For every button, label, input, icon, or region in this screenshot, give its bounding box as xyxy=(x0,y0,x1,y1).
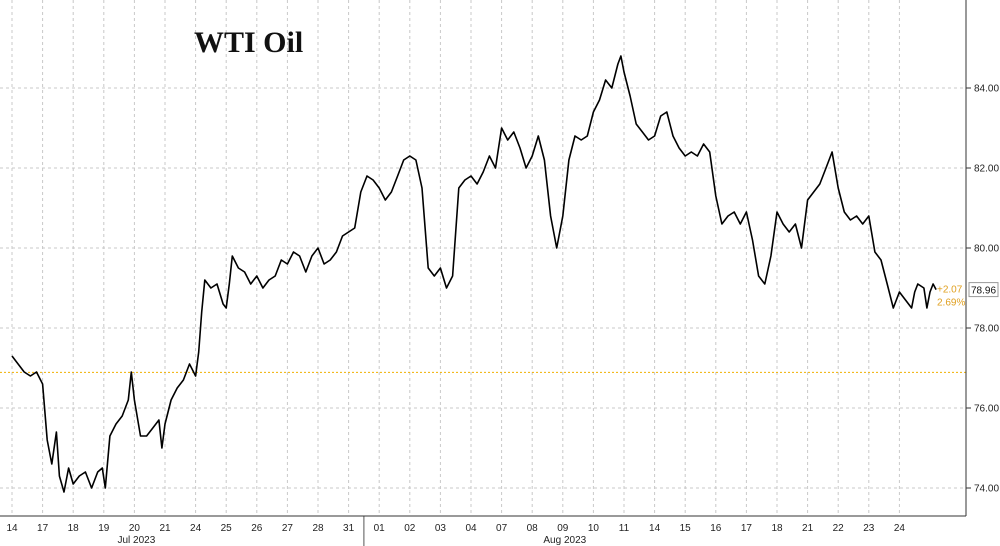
x-tick-label: 17 xyxy=(37,523,49,534)
x-tick-label: 04 xyxy=(465,523,477,534)
last-value-box xyxy=(968,282,999,298)
x-tick-label: 31 xyxy=(343,523,355,534)
x-tick-label: 08 xyxy=(527,523,539,534)
x-tick-label: 14 xyxy=(649,523,661,534)
x-tick-label: 25 xyxy=(221,523,233,534)
y-tick-label: 74.00 xyxy=(974,484,999,495)
x-tick-label: 27 xyxy=(282,523,294,534)
x-month-label: Aug 2023 xyxy=(543,535,586,546)
chart-title: WTI Oil xyxy=(194,26,303,59)
x-tick-label: 18 xyxy=(68,523,80,534)
x-tick-label: 07 xyxy=(496,523,508,534)
x-tick-label: 11 xyxy=(619,523,630,534)
price-line xyxy=(11,55,937,493)
x-tick-label: 02 xyxy=(404,523,416,534)
y-tick-label: 84.00 xyxy=(974,84,999,95)
grid xyxy=(0,0,966,516)
x-tick-label: 20 xyxy=(129,523,141,534)
x-tick-label: 26 xyxy=(251,523,263,534)
x-tick-label: 10 xyxy=(588,523,600,534)
x-tick-label: 28 xyxy=(312,523,324,534)
axes xyxy=(0,0,971,546)
x-tick-label: 01 xyxy=(374,523,386,534)
x-axis-ticks: 14 17 18 19 20 21 24 25 26 27 28 31 01 02 03 04 07 08 09 10… xyxy=(6,523,905,546)
x-tick-label: 21 xyxy=(802,523,814,534)
x-tick-label: 09 xyxy=(557,523,569,534)
x-tick-label: 24 xyxy=(894,523,906,534)
change-pct-label: 2.69% xyxy=(937,298,965,309)
x-tick-label: 03 xyxy=(435,523,447,534)
x-month-label: Jul 2023 xyxy=(117,535,155,546)
x-tick-label: 21 xyxy=(159,523,171,534)
x-tick-label: 22 xyxy=(833,523,845,534)
y-tick-label: 78.00 xyxy=(974,324,999,335)
change-abs-label: +2.07 xyxy=(937,285,963,296)
x-tick-label: 15 xyxy=(680,523,692,534)
y-axis-ticks: 74.00 76.00 78.00 80.00 82.00 84.00 xyxy=(974,84,999,495)
last-value-label: 78.96 xyxy=(971,286,996,297)
x-tick-label: 14 xyxy=(6,523,18,534)
x-tick-label: 17 xyxy=(741,523,753,534)
y-tick-label: 80.00 xyxy=(974,244,999,255)
x-tick-label: 16 xyxy=(710,523,722,534)
x-tick-label: 19 xyxy=(98,523,110,534)
x-tick-label: 23 xyxy=(863,523,875,534)
y-tick-label: 82.00 xyxy=(974,164,999,175)
y-tick-label: 76.00 xyxy=(974,404,999,415)
x-tick-label: 18 xyxy=(771,523,783,534)
x-tick-label: 24 xyxy=(190,523,202,534)
